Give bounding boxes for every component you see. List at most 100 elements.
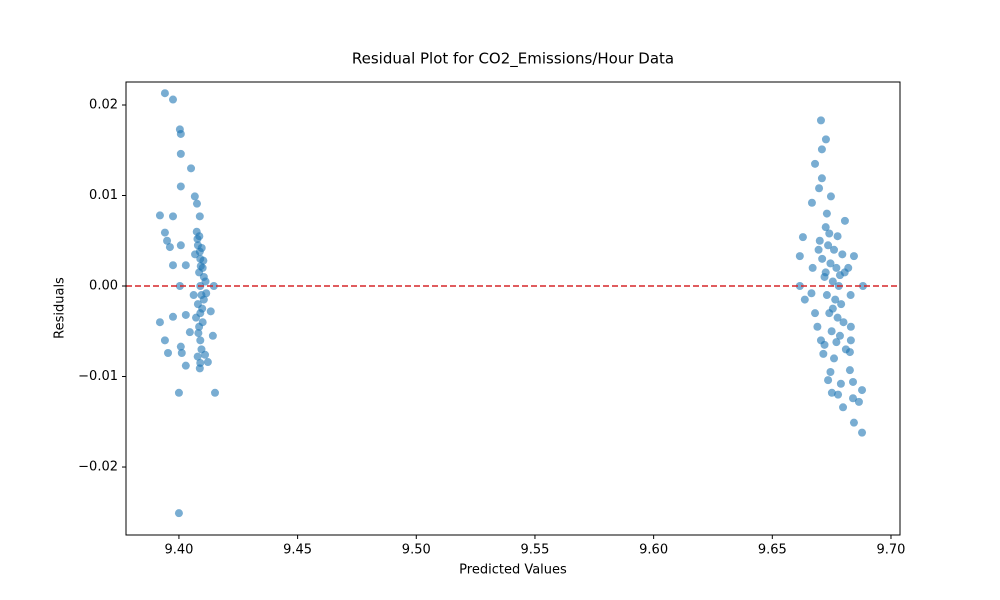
point (164, 348, 173, 357)
x-tick-label: 9.60 (639, 543, 668, 558)
point (795, 282, 804, 291)
point (849, 377, 858, 386)
y-tick-label: 0.00 (89, 279, 118, 294)
point (208, 331, 217, 340)
point (841, 345, 850, 354)
point (168, 312, 177, 321)
x-axis-label: Predicted Values (459, 563, 567, 578)
point (828, 304, 837, 313)
point (832, 338, 841, 347)
point (815, 184, 824, 193)
point (201, 277, 210, 286)
point (846, 322, 855, 331)
point (821, 135, 830, 144)
point (155, 318, 164, 327)
point (808, 263, 817, 272)
point (825, 229, 834, 238)
point (189, 291, 198, 300)
point (197, 345, 206, 354)
point (839, 318, 848, 327)
point (807, 198, 816, 207)
point (822, 291, 831, 300)
point (827, 327, 836, 336)
point (849, 394, 858, 403)
point (830, 354, 839, 363)
point (174, 388, 183, 397)
point (822, 209, 831, 218)
point (832, 263, 841, 272)
point (202, 289, 211, 298)
point (826, 192, 835, 201)
point (185, 328, 194, 337)
point (199, 295, 208, 304)
point (839, 403, 848, 412)
y-tick-label: 0.02 (89, 97, 118, 112)
x-tick-label: 9.55 (520, 543, 549, 558)
plot-frame (125, 81, 901, 536)
x-tick-label: 9.50 (402, 543, 431, 558)
point (846, 291, 855, 300)
point (828, 277, 837, 286)
point (814, 245, 823, 254)
point (175, 282, 184, 291)
point (824, 376, 833, 385)
point (813, 322, 822, 331)
point (196, 358, 205, 367)
point (830, 245, 839, 254)
point (845, 366, 854, 375)
point (833, 313, 842, 322)
point (187, 164, 196, 173)
point (858, 282, 867, 291)
point (826, 259, 835, 268)
point (160, 89, 169, 98)
point (195, 232, 204, 241)
point (854, 397, 863, 406)
point (827, 388, 836, 397)
point (833, 232, 842, 241)
point (811, 159, 820, 168)
x-tick-label: 9.40 (164, 543, 193, 558)
point (206, 307, 215, 316)
y-axis-label: Residuals (53, 277, 68, 339)
point (160, 228, 169, 237)
point (821, 268, 830, 277)
point (193, 352, 202, 361)
point (197, 243, 206, 252)
point (818, 254, 827, 263)
point (815, 236, 824, 245)
point (831, 295, 840, 304)
point (192, 199, 201, 208)
point (840, 216, 849, 225)
point (163, 236, 172, 245)
point (811, 309, 820, 318)
point (196, 336, 205, 345)
point (203, 358, 212, 367)
x-tick-label: 9.65 (758, 543, 787, 558)
point (181, 310, 190, 319)
y-tick-label: −0.02 (78, 460, 118, 475)
point (190, 192, 199, 201)
point (819, 349, 828, 358)
point (176, 182, 185, 191)
point (211, 388, 220, 397)
x-tick-label: 9.70 (877, 543, 906, 558)
point (209, 282, 218, 291)
point (192, 313, 201, 322)
point (168, 261, 177, 270)
point (858, 428, 867, 437)
x-tick-label: 9.45 (283, 543, 312, 558)
point (168, 95, 177, 104)
point (849, 252, 858, 261)
point (817, 174, 826, 183)
point (181, 361, 190, 370)
point (194, 329, 203, 338)
point (824, 241, 833, 250)
point (795, 252, 804, 261)
point (846, 336, 855, 345)
point (800, 295, 809, 304)
point (199, 256, 208, 265)
point (174, 509, 183, 518)
point (816, 116, 825, 125)
